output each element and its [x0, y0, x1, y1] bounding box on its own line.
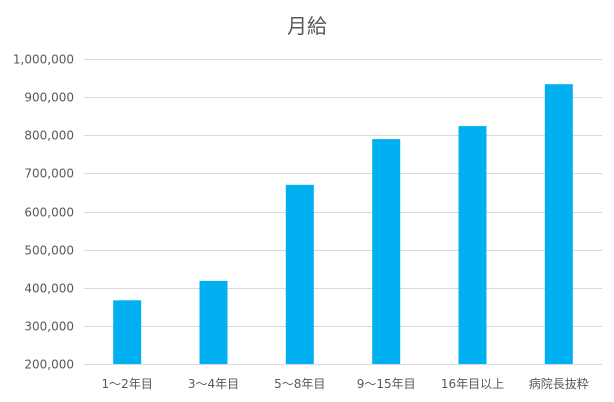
y-tick-label: 800,000	[24, 129, 74, 143]
y-tick-label: 300,000	[24, 320, 74, 334]
bar	[113, 300, 142, 364]
x-tick-label: 5～8年目	[274, 377, 325, 391]
bar	[372, 139, 401, 364]
y-tick-label: 1,000,000	[13, 53, 74, 67]
y-tick-label: 400,000	[24, 282, 74, 296]
y-tick-label: 900,000	[24, 91, 74, 105]
x-tick-label: 1～2年目	[102, 377, 153, 391]
y-tick-label: 700,000	[24, 167, 74, 181]
x-tick-label: 9～15年目	[357, 377, 416, 391]
x-tick-label: 病院長抜粋	[529, 376, 589, 391]
bar	[544, 84, 573, 364]
bar	[458, 126, 487, 364]
y-tick-label: 600,000	[24, 206, 74, 220]
x-tick-label: 3～4年目	[188, 377, 239, 391]
x-tick-label: 16年目以上	[441, 377, 504, 391]
y-tick-label: 200,000	[24, 358, 74, 372]
bar	[199, 280, 228, 364]
y-tick-label: 500,000	[24, 244, 74, 258]
bar	[285, 184, 314, 364]
chart-title: 月給	[287, 14, 327, 38]
